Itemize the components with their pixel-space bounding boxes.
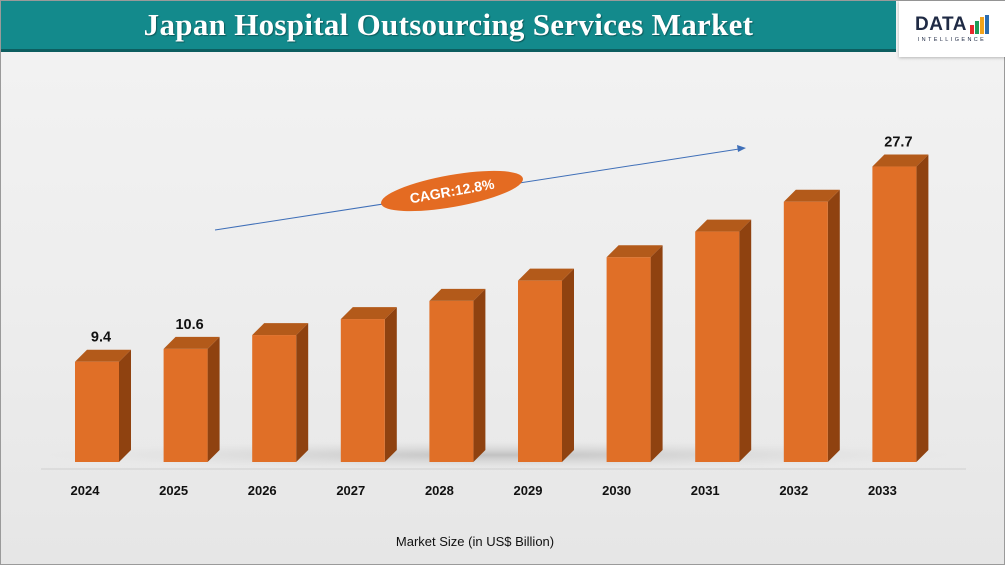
title-bar: Japan Hospital Outsourcing Services Mark… [1,1,896,52]
cagr-badge-shape [381,170,523,212]
bar-front-2024 [75,361,119,462]
logo-bar-3 [979,17,984,34]
bar-side-2026 [296,323,309,462]
bar-2025 [163,336,220,462]
bar-side-2025 [207,336,220,462]
bar-front-2030 [606,257,651,462]
bar-side-2028 [473,288,486,462]
x-tick-label: 2025 [159,483,188,498]
x-axis-title: Market Size (in US$ Billion) [395,534,555,549]
x-tick-label: 2032 [779,483,808,498]
bar-top-2028 [429,288,486,301]
bar-side-2029 [562,268,574,462]
data-label: 10.6 [175,317,203,333]
logo-subtitle: INTELLIGENCE [917,37,987,43]
bar-front-2025 [163,348,208,462]
bar-top-2030 [606,245,663,258]
bar-front-2027 [340,319,385,462]
bar-top-2026 [252,323,309,336]
bar-side-2032 [827,189,840,462]
data-label: 9.4 [91,330,111,346]
bar-side-2027 [384,307,397,462]
bar-2024 [75,349,131,462]
datam-intelligence-logo: DATA INTELLIGENCE [899,1,1005,57]
bar-2028 [429,288,486,462]
bar-front-2033 [872,166,917,463]
logo-bar-2 [974,21,979,34]
cagr-badge: CAGR:12.8% [381,170,523,212]
logo-bars-icon [969,15,989,34]
bar-front-2029 [518,280,562,462]
bar-2032 [783,189,840,462]
x-tick-label: 2027 [336,483,365,498]
page-title: Japan Hospital Outsourcing Services Mark… [143,7,754,42]
x-tick-label: 2029 [514,483,543,498]
bar-2033 [872,154,929,463]
x-tick-label: 2028 [425,483,454,498]
bar-top-2025 [163,336,220,349]
bar-2030 [606,245,663,462]
bar-side-2033 [916,154,929,463]
bar-top-2029 [518,268,574,281]
x-tick-label: 2033 [868,483,897,498]
data-label: 27.7 [884,135,912,151]
trend-arrow-head [737,145,746,152]
x-tick-label: 2024 [71,483,101,498]
bar-top-2032 [783,189,840,202]
bar-top-2033 [872,154,929,167]
bar-side-2031 [739,219,752,462]
x-tick-label: 2031 [691,483,720,498]
bar-front-2028 [429,300,474,462]
bar-side-2024 [119,349,131,462]
bar-2031 [695,219,752,462]
bar-top-2027 [340,307,397,320]
x-tick-label: 2030 [602,483,631,498]
logo-bar-4 [984,15,989,34]
bar-side-2030 [650,245,663,462]
bar-2026 [252,323,309,462]
x-tick-label: 2026 [248,483,277,498]
bar-front-2031 [695,231,740,462]
logo-bar-1 [969,25,974,34]
bar-2027 [340,307,397,462]
logo-word: DATA [915,14,967,35]
bar-2029 [518,268,574,462]
bar-front-2032 [783,201,828,462]
bar-top-2024 [75,349,131,362]
bar-top-2031 [695,219,752,232]
bar-front-2026 [252,335,297,462]
